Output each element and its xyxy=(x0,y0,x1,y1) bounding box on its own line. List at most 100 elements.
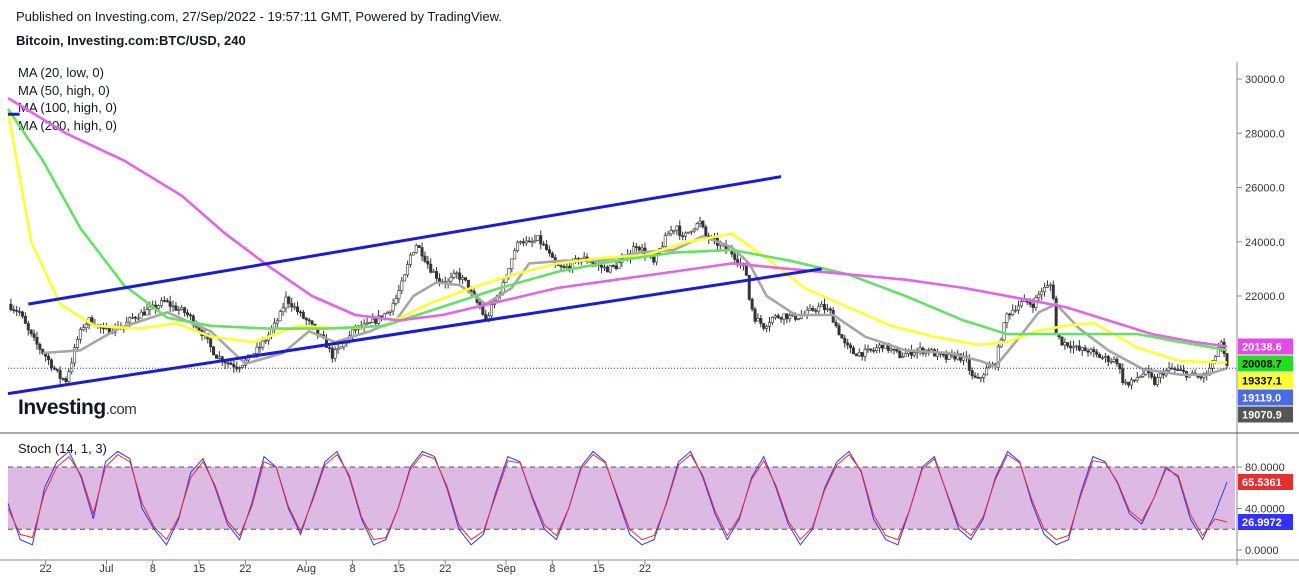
candle-body xyxy=(368,322,372,324)
candle-body xyxy=(611,265,615,267)
candle-body xyxy=(1158,373,1162,378)
candle-body xyxy=(12,309,16,311)
candle-body xyxy=(102,327,106,330)
candle-body xyxy=(1043,287,1047,293)
candle-body xyxy=(1011,309,1015,315)
candle-body xyxy=(1103,355,1107,358)
candle-body xyxy=(290,303,294,308)
candle-body xyxy=(139,311,143,319)
candle-body xyxy=(1086,350,1090,353)
stoch-tick-label: 80.0000 xyxy=(1245,462,1285,474)
candle-body xyxy=(834,322,838,327)
candle-body xyxy=(165,300,169,302)
candle-body xyxy=(796,318,800,320)
candle-body xyxy=(278,311,282,322)
candle-body xyxy=(406,264,410,276)
candle-body xyxy=(519,241,523,244)
candle-body xyxy=(26,323,30,331)
legend-ma100[interactable]: MA (100, high, 0) xyxy=(18,100,117,116)
candle-body xyxy=(281,307,285,312)
candle-body xyxy=(20,311,24,317)
logo-suffix: .com xyxy=(105,401,137,418)
candle-body xyxy=(229,362,233,365)
time-tick-label: Sep xyxy=(496,563,516,575)
candle-body xyxy=(912,352,916,356)
candle-body xyxy=(516,241,520,251)
candle-body xyxy=(61,378,65,380)
candle-body xyxy=(1115,358,1119,365)
candle-body xyxy=(941,353,945,356)
candle-body xyxy=(904,353,908,357)
candle-body xyxy=(78,329,82,340)
candle-body xyxy=(177,309,181,311)
candle-body xyxy=(258,346,262,349)
legend-ma50[interactable]: MA (50, high, 0) xyxy=(18,82,110,98)
candle-body xyxy=(872,350,876,352)
candle-body xyxy=(365,322,369,325)
candle-body xyxy=(385,312,389,315)
stoch-tag-bg xyxy=(1238,513,1293,530)
candle-body xyxy=(408,254,412,265)
candle-body xyxy=(530,241,534,244)
candle-body xyxy=(1124,381,1128,384)
candle-body xyxy=(241,364,245,368)
candle-body xyxy=(426,260,430,265)
candle-body xyxy=(1170,367,1174,370)
candle-body xyxy=(866,348,870,351)
candle-body xyxy=(854,353,858,357)
candle-body xyxy=(814,310,818,312)
candle-body xyxy=(692,228,696,232)
candle-body xyxy=(1069,345,1073,349)
candle-body xyxy=(374,318,378,324)
legend-ma20[interactable]: MA (20, low, 0) xyxy=(18,65,104,80)
price-tag-bg xyxy=(1238,389,1293,406)
symbol-title: Bitcoin, Investing.com:BTC/USD, 240 xyxy=(16,33,246,48)
legend-ma200[interactable]: MA (200, high, 0) xyxy=(18,117,117,133)
candle-body xyxy=(180,307,184,310)
candle-body xyxy=(1077,345,1081,351)
price-tick-label: 30000.0 xyxy=(1245,74,1285,86)
candle-body xyxy=(435,271,439,279)
candle-body xyxy=(770,316,774,323)
time-tick-label: Aug xyxy=(296,563,316,575)
candle-body xyxy=(689,230,693,233)
candle-body xyxy=(892,348,896,351)
candle-body xyxy=(985,367,989,376)
channel-upper-line xyxy=(28,175,782,306)
candle-body xyxy=(1211,360,1215,369)
candle-body xyxy=(128,317,132,323)
candle-body xyxy=(157,305,161,309)
candle-body xyxy=(1135,377,1139,381)
candle-body xyxy=(1199,376,1203,379)
candle-body xyxy=(744,265,748,276)
candle-body xyxy=(255,346,259,354)
stoch-legend[interactable]: Stoch (14, 1, 3) xyxy=(18,441,107,456)
candle-body xyxy=(768,322,772,327)
candle-body xyxy=(788,315,792,320)
candle-body xyxy=(432,271,436,273)
candle-body xyxy=(1109,361,1113,363)
investing-logo: Investing.com xyxy=(18,396,137,420)
candle-body xyxy=(808,307,812,311)
price-tag-bg xyxy=(1238,372,1293,389)
candle-body xyxy=(672,229,676,232)
price-tick-label: 26000.0 xyxy=(1245,183,1285,195)
candle-body xyxy=(452,273,456,278)
candle-body xyxy=(287,296,291,304)
candle-body xyxy=(47,355,51,361)
candle-body xyxy=(979,377,983,379)
candle-body xyxy=(539,235,543,245)
candle-body xyxy=(605,266,609,273)
candle-body xyxy=(837,325,841,335)
candle-body xyxy=(562,266,566,268)
candle-body xyxy=(58,370,62,379)
candle-body xyxy=(759,317,763,324)
candle-body xyxy=(1176,369,1180,371)
candle-body xyxy=(684,232,688,237)
candle-body xyxy=(843,337,847,344)
candle-body xyxy=(307,319,311,322)
candle-body xyxy=(377,315,381,324)
time-tick-label: 22 xyxy=(40,563,52,575)
candle-body xyxy=(333,349,337,359)
